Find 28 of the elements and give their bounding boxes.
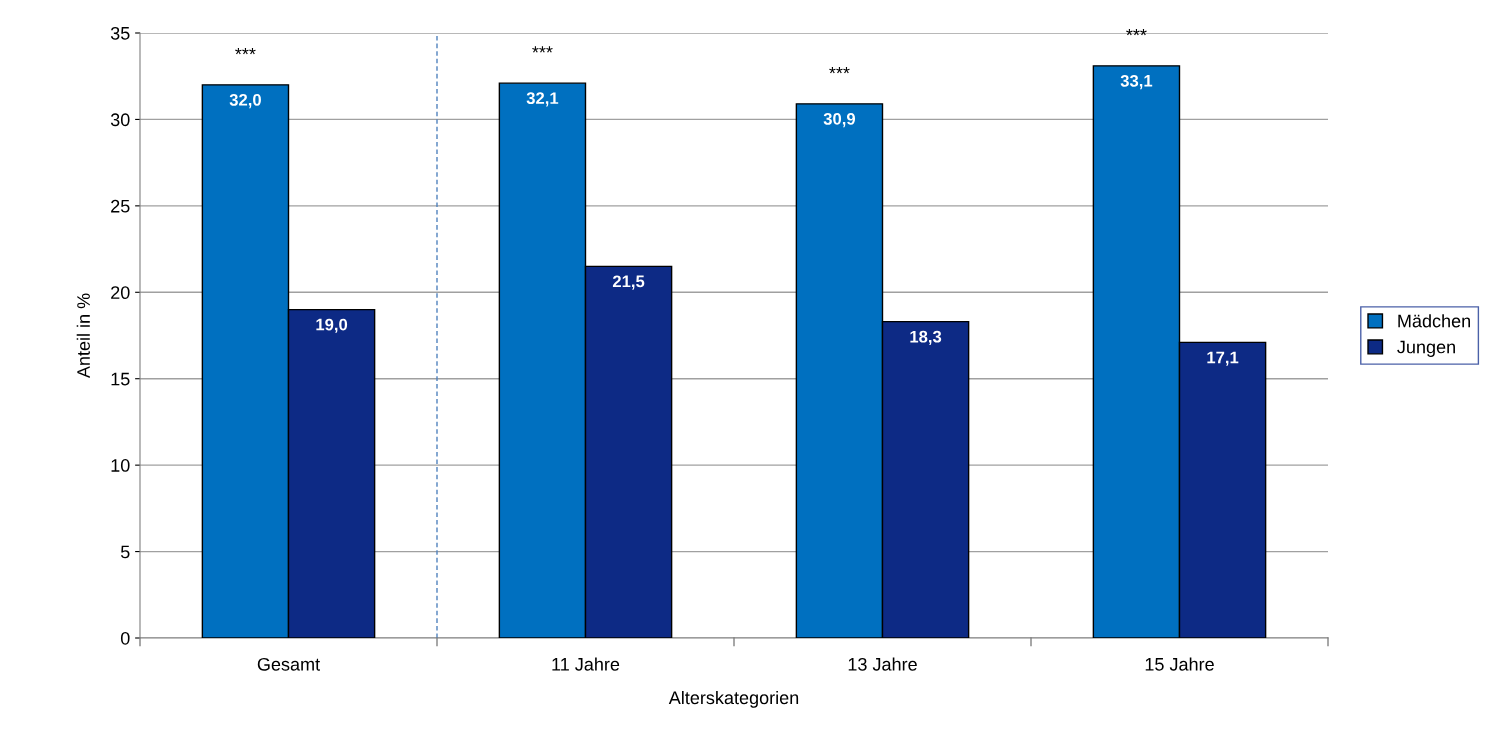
annotation: *** bbox=[235, 47, 256, 55]
y-tick-label: 35 bbox=[110, 26, 130, 40]
y-axis-title: Anteil in % bbox=[76, 293, 90, 379]
x-axis-title: Alterskategorien bbox=[668, 690, 799, 708]
annotation: *** bbox=[1126, 28, 1147, 36]
data-label: 19,0 bbox=[316, 318, 348, 333]
legend-label: Mädchen bbox=[1398, 314, 1470, 328]
y-tick-label: 10 bbox=[111, 459, 130, 472]
data-label: 32,1 bbox=[526, 92, 559, 107]
x-tick-label: Gesamt bbox=[257, 657, 320, 671]
x-tick-label: 13 Jahre bbox=[848, 657, 917, 671]
data-label: 32,0 bbox=[229, 93, 261, 109]
annotation: *** bbox=[829, 66, 850, 74]
y-tick-label: 0 bbox=[120, 631, 130, 645]
y-tick-label: 15 bbox=[111, 372, 130, 386]
annotation: *** bbox=[532, 46, 553, 53]
x-tick-label: 15 Jahre bbox=[1145, 657, 1214, 671]
data-label: 21,5 bbox=[612, 275, 645, 290]
data-label: 17,1 bbox=[1207, 351, 1239, 366]
y-tick-label: 30 bbox=[110, 113, 130, 127]
legend-label: Jungen bbox=[1397, 340, 1455, 357]
data-label: 30,9 bbox=[823, 112, 856, 128]
y-tick-label: 20 bbox=[111, 286, 130, 300]
x-tick-label: 11 Jahre bbox=[552, 657, 620, 671]
y-tick-label: 5 bbox=[120, 545, 130, 559]
y-tick-label: 25 bbox=[111, 199, 130, 213]
data-label: 18,3 bbox=[910, 330, 942, 345]
data-label: 33,1 bbox=[1120, 74, 1153, 90]
